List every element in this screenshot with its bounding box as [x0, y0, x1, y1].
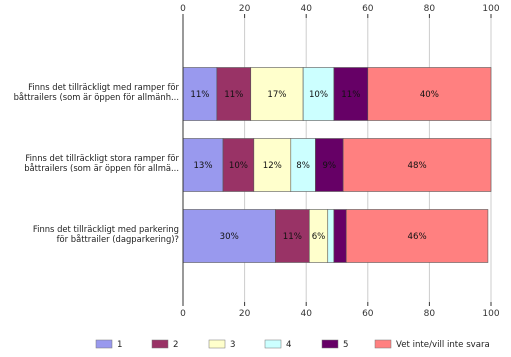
legend-label: 4 [286, 340, 291, 350]
tick-label-top: 80 [424, 4, 436, 14]
tick-label-top: 60 [362, 4, 374, 14]
bar-segment [182, 67, 218, 121]
bar-segment [367, 67, 492, 121]
axes: 0 0 20 20 40 40 60 60 80 80 100 100 Finns det tillrä… [14, 4, 500, 319]
data-label: 13% [193, 161, 212, 171]
tick-label-top: 0 [180, 4, 186, 14]
data-label: 9% [322, 161, 336, 171]
legend-label: Vet inte/vill inte svara [396, 340, 490, 350]
data-label: 6% [312, 232, 326, 242]
data-label: 48% [408, 161, 427, 171]
legend-swatch [374, 339, 392, 349]
category-label: Finns det tillräckligt med parkering [33, 224, 179, 234]
bar-segment [315, 138, 344, 192]
data-label: 8% [296, 161, 310, 171]
legend-swatch [208, 339, 226, 349]
bar-segment [345, 209, 489, 263]
category-label: Finns det tillräckligt stora ramper för [25, 153, 179, 163]
legend-label: 5 [343, 340, 348, 350]
bar-segment [342, 138, 492, 192]
tick-label-bottom: 100 [482, 309, 499, 319]
tick-label-bottom: 20 [239, 309, 251, 319]
bar-segment [216, 67, 252, 121]
tick-label-bottom: 60 [362, 309, 374, 319]
tick-label-bottom: 40 [300, 309, 312, 319]
data-label: 17% [267, 90, 286, 100]
tick-label-top: 20 [239, 4, 251, 14]
bar-segment [327, 209, 335, 263]
tick-label-bottom: 80 [424, 309, 436, 319]
bar-segment [253, 138, 292, 192]
data-label: 12% [263, 161, 282, 171]
legend-label: 1 [117, 340, 122, 350]
bar-segment [250, 67, 304, 121]
bar-segment [302, 67, 335, 121]
category-label: Finns det tillräckligt med ramper för [28, 82, 179, 92]
tick-label-bottom: 0 [180, 309, 186, 319]
category-label: båttrailers (som är öppen för allmänh... [14, 92, 179, 102]
data-label: 10% [309, 90, 328, 100]
data-label: 30% [220, 232, 239, 242]
data-label: 10% [229, 161, 248, 171]
data-label: 46% [408, 232, 427, 242]
data-label: 11% [190, 90, 209, 100]
tick-label-top: 100 [482, 4, 499, 14]
bar-segment [182, 138, 224, 192]
tick-label-top: 40 [300, 4, 312, 14]
bar-segment [333, 209, 347, 263]
legend-swatch [151, 339, 169, 349]
legend-swatch [264, 339, 282, 349]
legend: 1 2 3 4 5 Vet inte/vill inte svara [95, 339, 490, 350]
data-label: 11% [224, 90, 243, 100]
data-label: 40% [420, 90, 439, 100]
legend-label: 3 [230, 340, 235, 350]
legend-swatch [95, 339, 113, 349]
category-label: för båttrailer (dagparkering)? [57, 234, 179, 244]
category-label: båttrailers (som är öppen för allmä... [24, 163, 179, 173]
data-label: 11% [341, 90, 360, 100]
legend-swatch [321, 339, 339, 349]
bar-segment [333, 67, 369, 121]
data-label: 11% [283, 232, 302, 242]
legend-label: 2 [173, 340, 178, 350]
bars: 11% 11% 17% 10% 11% 40% 13% 10% 12% 8% 9% 48% 30% 11%… [182, 67, 492, 263]
